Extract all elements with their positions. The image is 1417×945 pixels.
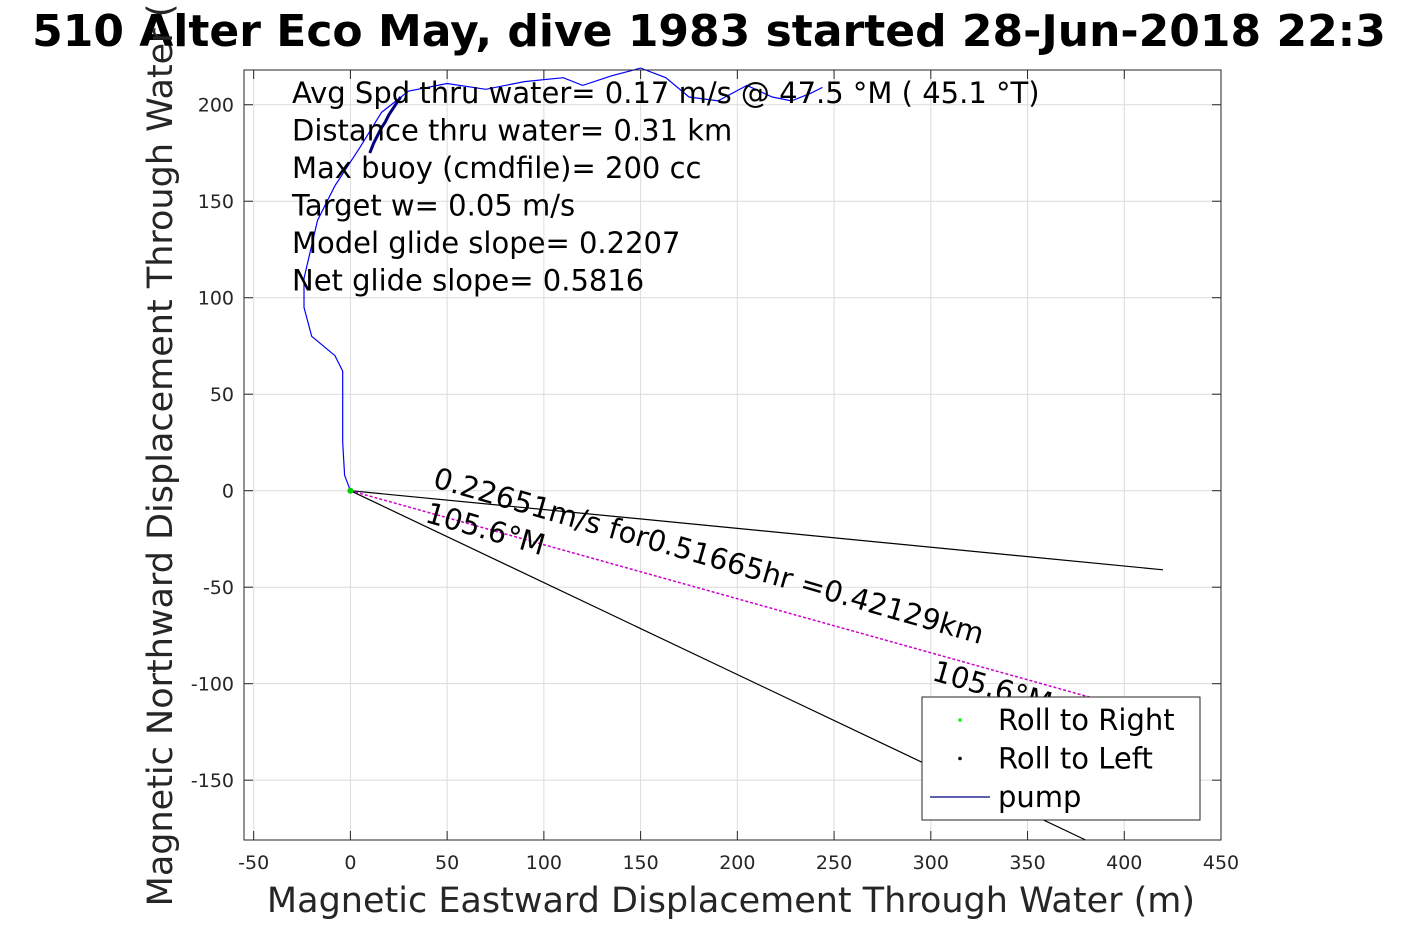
x-tick-label: 350 [1009,852,1045,874]
x-tick-label: 150 [622,852,658,874]
legend-marker [958,718,962,722]
legend: Roll to Right Roll to Left pump [921,696,1201,821]
y-tick-label: -100 [191,674,234,696]
series-track [303,67,823,491]
info-text-block: Avg Spd thru water= 0.17 m/s @ 47.5 °M (… [291,76,1040,298]
x-tick-label: -50 [238,852,269,874]
x-tick-label: 300 [913,852,949,874]
y-tick-label: 50 [210,384,234,406]
x-tick-label: 250 [816,852,852,874]
info-line: Max buoy (cmdfile)= 200 cc [292,151,701,185]
x-tick-label: 0 [344,852,356,874]
series-roll-to-left [368,96,402,154]
y-tick-label: -50 [203,577,234,599]
info-line: Net glide slope= 0.5816 [292,264,644,298]
y-tick-label: 0 [222,481,234,503]
info-line: Avg Spd thru water= 0.17 m/s @ 47.5 °M (… [292,76,1040,110]
legend-items: Roll to Right Roll to Left pump [930,703,1175,814]
series-current-bound-1 [350,490,1164,571]
plot-box [243,69,1222,841]
info-line: Distance thru water= 0.31 km [292,114,732,148]
x-tick-label: 200 [719,852,755,874]
x-tick-label: 450 [1203,852,1239,874]
x-axis-label: Magnetic Eastward Displacement Through W… [267,881,1195,921]
legend-box [921,696,1201,821]
y-tick-label: 200 [198,95,234,117]
y-tick-label: 100 [198,288,234,310]
origin-marker [347,487,354,494]
legend-label: Roll to Left [998,742,1153,776]
x-tick-label: 400 [1106,852,1142,874]
x-tick-label: 100 [526,852,562,874]
chart-title: 510 Alter Eco May, dive 1983 started 28-… [32,6,1386,57]
axis-ticks: -50 0 50 100 150 200 250 300 350 400 450 -150 -100 -5… [191,70,1239,874]
info-line: Model glide slope= 0.2207 [292,226,680,260]
legend-marker [958,756,962,761]
y-axis-label: Magnetic Northward Displacement Through … [141,4,181,907]
legend-label: pump [998,780,1081,814]
y-tick-label: -150 [191,770,234,792]
y-tick-label: 150 [198,191,234,213]
x-tick-label: 50 [435,852,459,874]
legend-label: Roll to Right [998,703,1175,737]
series-current-vector [350,489,1125,708]
info-line: Target w= 0.05 m/s [291,189,575,223]
